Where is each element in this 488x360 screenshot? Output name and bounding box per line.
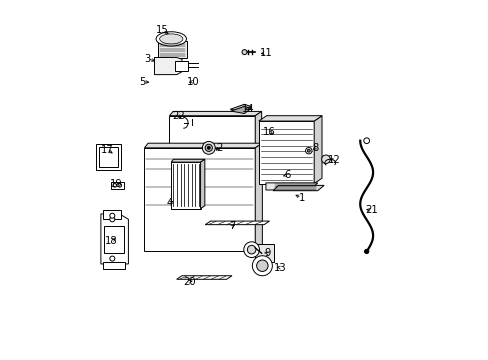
Polygon shape <box>255 143 262 251</box>
Bar <box>158 41 186 58</box>
Text: 7: 7 <box>228 221 235 231</box>
Circle shape <box>242 50 246 55</box>
Circle shape <box>252 256 272 276</box>
Ellipse shape <box>160 34 183 44</box>
Polygon shape <box>169 111 261 116</box>
Polygon shape <box>230 104 251 112</box>
Bar <box>104 226 124 253</box>
Text: 8: 8 <box>312 143 318 153</box>
Text: 15: 15 <box>156 25 168 35</box>
Polygon shape <box>101 214 128 264</box>
Circle shape <box>110 217 115 222</box>
Bar <box>96 144 121 170</box>
Circle shape <box>305 148 311 154</box>
Ellipse shape <box>156 32 186 46</box>
Text: 1: 1 <box>298 193 304 203</box>
Polygon shape <box>258 116 322 121</box>
Text: 10: 10 <box>186 77 199 87</box>
Polygon shape <box>169 116 255 148</box>
Polygon shape <box>255 111 261 148</box>
Text: 5: 5 <box>139 77 145 87</box>
Polygon shape <box>171 159 204 162</box>
Circle shape <box>110 256 115 261</box>
Circle shape <box>247 246 255 254</box>
Circle shape <box>118 184 122 187</box>
Text: 17: 17 <box>101 145 113 155</box>
Bar <box>254 244 274 262</box>
Text: 3: 3 <box>144 54 150 64</box>
Circle shape <box>202 141 215 154</box>
Text: 14: 14 <box>241 104 254 113</box>
Text: 19: 19 <box>109 179 122 189</box>
Circle shape <box>244 242 259 257</box>
Polygon shape <box>154 58 182 75</box>
Polygon shape <box>230 107 250 113</box>
Bar <box>99 147 118 167</box>
Polygon shape <box>265 183 317 190</box>
Bar <box>111 182 123 189</box>
Circle shape <box>207 147 210 149</box>
Circle shape <box>113 184 116 187</box>
Text: 11: 11 <box>259 48 272 58</box>
Circle shape <box>256 260 267 271</box>
Polygon shape <box>175 61 188 71</box>
Bar <box>171 162 200 208</box>
Text: 13: 13 <box>273 262 286 273</box>
Text: 21: 21 <box>364 205 377 215</box>
Polygon shape <box>272 185 324 191</box>
Polygon shape <box>313 116 322 184</box>
Circle shape <box>110 213 115 218</box>
Text: 22: 22 <box>172 111 184 121</box>
Polygon shape <box>103 210 121 219</box>
Polygon shape <box>205 221 269 225</box>
Polygon shape <box>103 262 124 269</box>
Polygon shape <box>144 143 262 148</box>
Circle shape <box>321 155 329 163</box>
Text: 16: 16 <box>263 127 275 137</box>
Text: 4: 4 <box>166 198 172 208</box>
Polygon shape <box>200 159 204 208</box>
Circle shape <box>364 249 368 253</box>
Circle shape <box>205 144 212 152</box>
Circle shape <box>307 149 309 152</box>
Text: 20: 20 <box>183 277 195 287</box>
Polygon shape <box>176 276 231 279</box>
Polygon shape <box>144 148 255 251</box>
Text: 18: 18 <box>105 236 118 246</box>
Text: 12: 12 <box>327 156 340 165</box>
Text: 6: 6 <box>284 170 290 180</box>
Polygon shape <box>258 121 313 184</box>
Circle shape <box>363 138 369 144</box>
Text: 9: 9 <box>264 248 270 258</box>
Text: 2: 2 <box>216 143 222 153</box>
